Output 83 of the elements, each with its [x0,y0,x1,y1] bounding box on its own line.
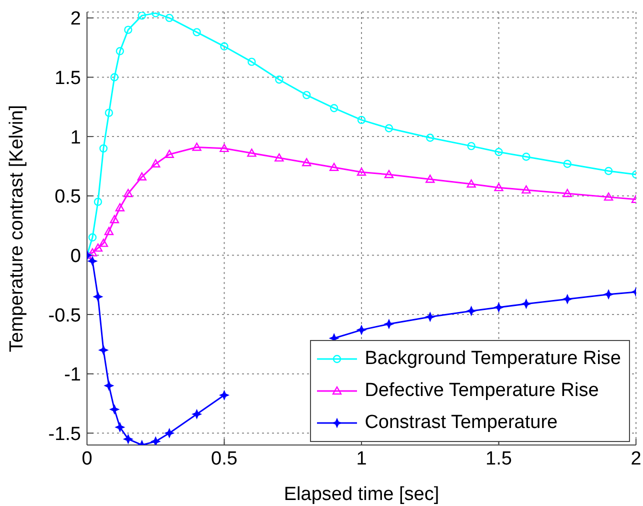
point [192,28,201,36]
point [522,299,531,308]
point [248,58,256,66]
point [93,292,102,302]
point [165,14,174,22]
x-axis-title: Elapsed time [sec] [284,484,440,505]
point [522,152,530,161]
point [94,198,102,206]
point [124,434,133,444]
point [124,188,133,198]
point [98,346,108,355]
point [562,294,572,304]
point [104,226,114,236]
point [426,134,434,142]
point [329,162,339,172]
point [110,404,119,414]
point [604,290,614,299]
point [466,179,476,188]
y-tick-label: -1.5 [48,424,81,445]
y-tick-label: 2 [70,8,81,30]
point [356,168,366,176]
point [384,124,394,132]
point [302,90,311,100]
point [562,188,572,198]
y-axis-title: Temperature contrast [Kelvin] [6,104,28,352]
x-tick-label: 1 [356,448,367,470]
point [164,428,174,438]
point [275,76,284,84]
point [604,166,613,176]
point [302,158,312,166]
point [88,233,97,242]
y-tick-label: 1 [70,127,81,148]
point [88,256,97,266]
point [151,436,160,445]
point [494,148,503,156]
legend-label: Defective Temperature Rise [364,379,599,403]
point [357,325,366,334]
y-tick-label: -0.5 [48,305,81,326]
y-tick-label: 0.5 [54,186,81,208]
point [426,174,435,183]
point [604,192,614,201]
y-tick-label: 0 [70,246,81,267]
point [384,170,394,178]
point [220,390,229,400]
point [164,150,174,158]
point [384,319,394,328]
point [426,312,435,322]
point [116,47,124,56]
point [247,148,256,157]
point [330,104,338,112]
point [192,410,202,419]
y-tick-label: -1 [64,364,81,386]
point [274,153,284,162]
point [220,42,228,51]
point [466,306,476,316]
point [192,142,202,151]
point [563,160,572,168]
point [115,422,124,432]
point [98,238,108,247]
point [494,182,504,192]
point [220,144,229,152]
point [138,12,146,20]
point [110,73,119,82]
point [467,142,476,150]
x-tick-label: 2 [630,448,642,470]
point [88,248,98,256]
legend-label: Background Temperature Rise [364,347,621,371]
point [151,159,160,168]
point [104,381,114,390]
point [357,116,366,124]
point [104,108,114,117]
point [124,26,132,34]
point [110,215,120,224]
point [99,144,108,153]
point [137,172,146,180]
x-tick-label: 0.5 [211,448,238,470]
legend-label: Constrast Temperature [364,411,558,435]
point [494,302,504,312]
y-tick-label: 1.5 [54,68,81,89]
x-tick-label: 1.5 [486,448,512,470]
point [93,243,103,252]
point [522,185,531,194]
point [115,203,125,212]
